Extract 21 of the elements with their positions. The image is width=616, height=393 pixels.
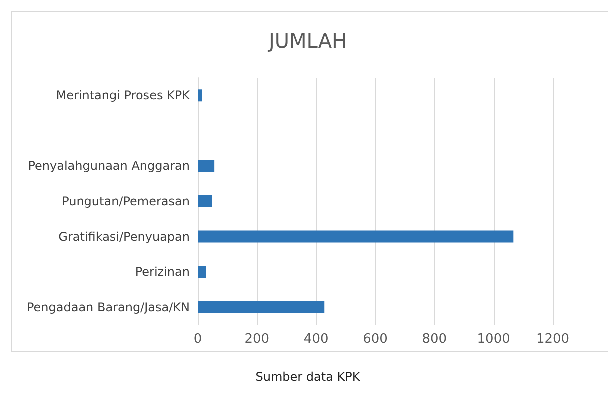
y-tick-label: Merintangi Proses KPK	[56, 88, 192, 103]
bar	[198, 196, 212, 208]
bar	[198, 90, 202, 102]
bar	[198, 301, 325, 314]
x-tick-label: 400	[304, 332, 329, 347]
bar	[198, 230, 514, 243]
chart-title: JUMLAH	[266, 29, 348, 53]
x-tick-label: 0	[194, 332, 202, 347]
x-tick-label: 1200	[536, 332, 570, 347]
y-tick-label: Perizinan	[135, 265, 190, 280]
y-tick-label: Pungutan/Pemerasan	[62, 194, 190, 208]
x-tick-label: 200	[244, 332, 270, 347]
x-tick-label: 800	[422, 332, 448, 347]
x-tick-label: 1000	[477, 332, 510, 347]
bar	[198, 266, 206, 278]
y-tick-label: Pengadaan Barang/Jasa/KN	[26, 300, 190, 314]
text: Sumber data KPK	[256, 370, 362, 384]
y-tick-label: Gratifikasi/Penyuapan	[58, 230, 190, 244]
x-tick-label: 600	[363, 332, 388, 347]
y-tick-label: Penyalahgunaan Anggaran	[28, 159, 190, 174]
bar	[198, 160, 215, 172]
